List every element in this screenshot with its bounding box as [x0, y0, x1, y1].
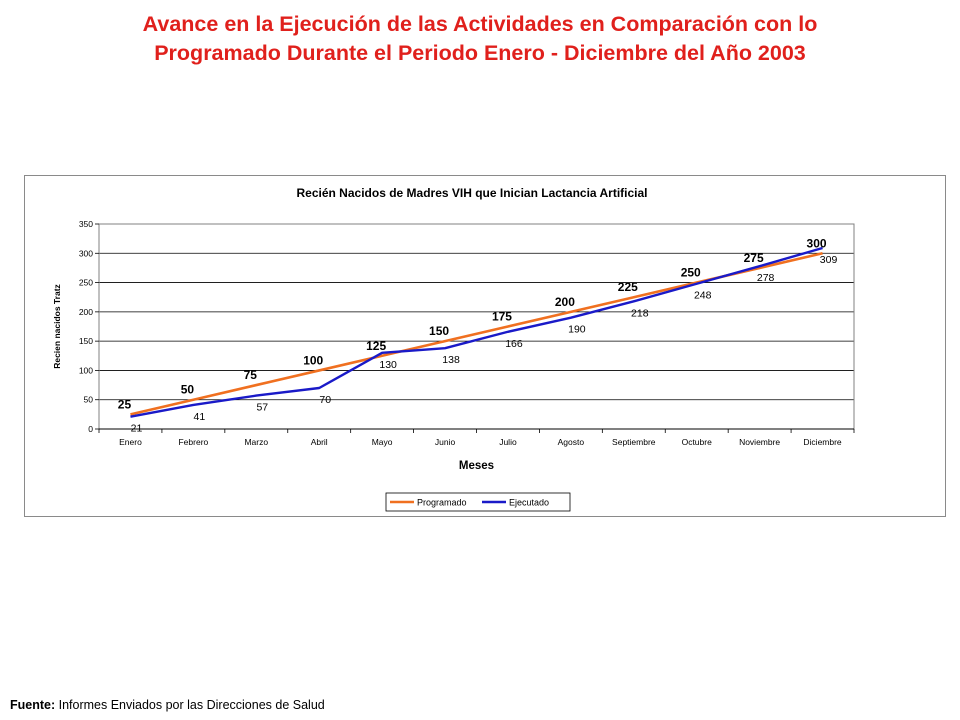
series-line-ejecutado [130, 246, 823, 418]
data-label-programado: 175 [492, 310, 512, 324]
legend-box [385, 492, 571, 512]
data-label-ejecutado: 166 [505, 338, 523, 350]
data-label-programado: 225 [618, 280, 638, 294]
y-tick-label: 50 [84, 395, 94, 405]
plot-area [98, 223, 855, 430]
chart-frame [24, 175, 946, 517]
data-label-ejecutado: 309 [820, 254, 838, 266]
chart-title: Recién Nacidos de Madres VIH que Inician… [297, 186, 648, 200]
data-label-layer: 25 50 75 100 125 150 175 200 225 250 275 300 21 41 57 7… [118, 236, 838, 434]
x-tick-label: Febrero [178, 437, 208, 447]
series-layer [130, 246, 823, 418]
legend-label-ejecutado: Ejecutado [509, 498, 549, 508]
x-tick-label: Octubre [682, 437, 713, 447]
data-label-programado: 275 [744, 251, 764, 265]
data-label-ejecutado: 218 [631, 307, 649, 319]
x-tick-label: Abril [311, 437, 328, 447]
y-tick-label: 100 [79, 365, 93, 375]
data-label-programado: 25 [118, 397, 132, 411]
y-tick-label: 250 [79, 278, 93, 288]
page-title-line-1: Avance en la Ejecución de las Actividade… [142, 12, 818, 36]
data-label-programado: 250 [681, 266, 701, 280]
x-tick-label: Enero [119, 437, 142, 447]
data-label-ejecutado: 41 [194, 411, 206, 423]
x-tick-label: Diciembre [803, 437, 842, 447]
y-tick-label: 0 [88, 424, 93, 434]
line-chart: Recién Nacidos de Madres VIH que Inician… [52, 186, 855, 512]
data-label-ejecutado: 190 [568, 324, 586, 336]
page-title-line-2: Programado Durante el Periodo Enero - Di… [154, 41, 806, 65]
x-tick-label: Mayo [372, 437, 393, 447]
data-label-programado: 150 [429, 324, 449, 338]
data-label-programado: 125 [366, 339, 386, 353]
source-label: Fuente: [10, 698, 56, 712]
data-label-ejecutado: 21 [131, 423, 143, 435]
grid-layer [99, 223, 854, 401]
x-tick-label: Marzo [244, 437, 268, 447]
x-tick-label: Noviembre [739, 437, 780, 447]
axis-layer: 0 50 100 150 200 250 300 350 Enero Febrero Marzo Ab… [79, 219, 855, 447]
data-label-ejecutado: 57 [256, 402, 268, 414]
source-note: Fuente: Informes Enviados por las Direcc… [10, 698, 325, 712]
data-label-ejecutado: 130 [379, 359, 397, 371]
y-axis-label: Recien nacidos Tratz [52, 284, 62, 369]
legend-label-programado: Programado [417, 498, 467, 508]
source-text: Informes Enviados por las Direcciones de… [55, 698, 325, 712]
x-axis-label: Meses [459, 460, 494, 472]
data-label-ejecutado: 138 [442, 354, 460, 366]
x-tick-label: Agosto [558, 437, 585, 447]
y-tick-label: 200 [79, 307, 93, 317]
data-label-ejecutado: 70 [319, 394, 331, 406]
y-tick-label: 300 [79, 248, 93, 258]
data-label-programado: 200 [555, 295, 575, 309]
data-label-programado: 300 [807, 236, 827, 250]
x-tick-label: Septiembre [612, 437, 656, 447]
legend: Programado Ejecutado [385, 492, 571, 512]
data-label-programado: 50 [181, 383, 195, 397]
x-tick-label: Junio [435, 437, 456, 447]
data-label-ejecutado: 248 [694, 290, 712, 302]
y-tick-label: 150 [79, 336, 93, 346]
data-label-programado: 75 [244, 368, 258, 382]
page-title: Avance en la Ejecución de las Actividade… [40, 10, 920, 68]
data-label-ejecutado: 278 [757, 272, 775, 284]
data-label-programado: 100 [303, 353, 323, 367]
x-tick-label: Julio [499, 437, 517, 447]
y-tick-label: 350 [79, 219, 93, 229]
